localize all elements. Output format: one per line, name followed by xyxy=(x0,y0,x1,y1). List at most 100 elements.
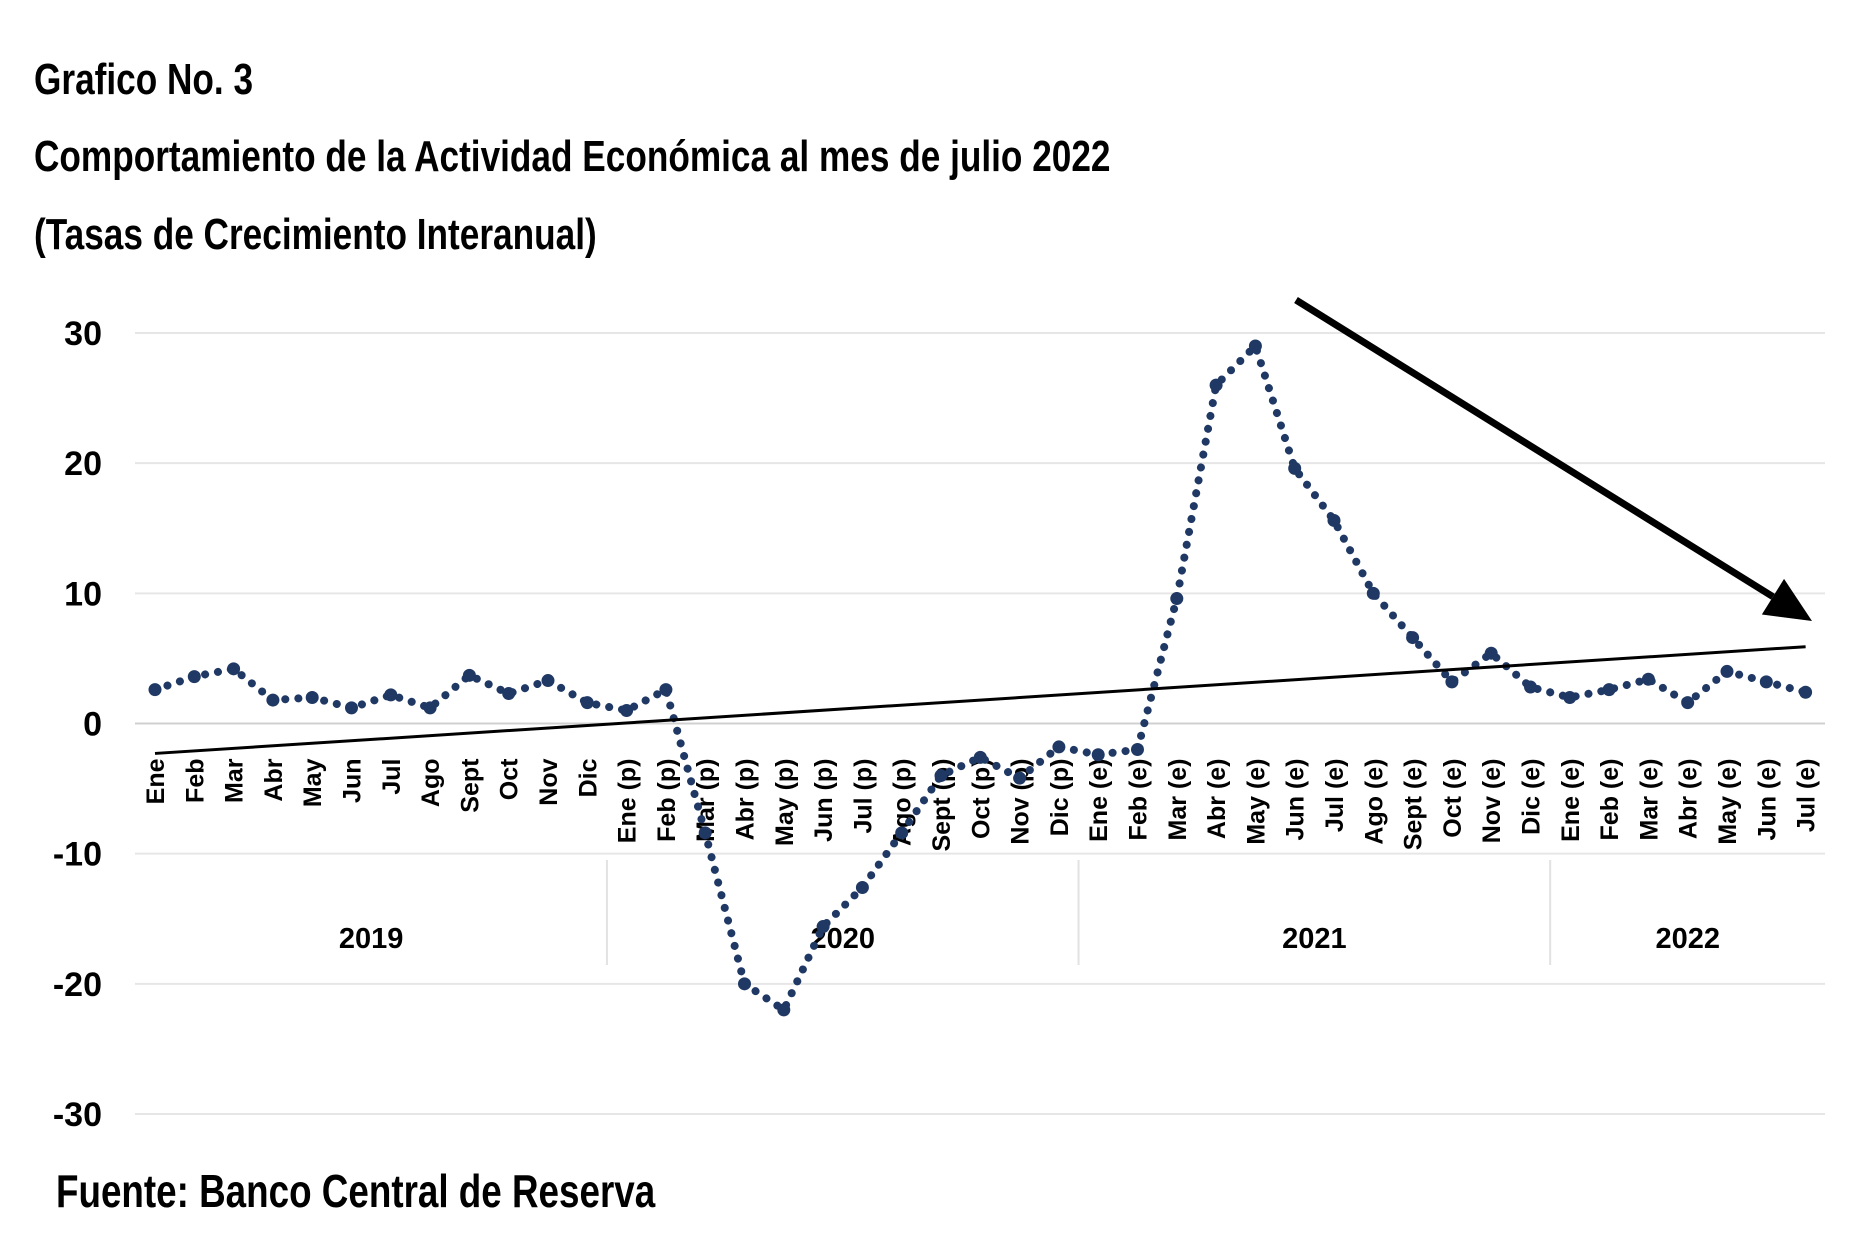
x-tick-label: Abr (e) xyxy=(1675,759,1703,840)
annotations xyxy=(1294,297,1812,621)
x-tick-label: Jun (e) xyxy=(1753,759,1781,841)
x-tick-label: Feb (e) xyxy=(1596,759,1624,841)
data-point xyxy=(384,688,398,702)
data-point xyxy=(1091,748,1105,762)
data-point xyxy=(1052,740,1066,754)
x-tick-label: Feb (e) xyxy=(1125,759,1153,841)
trend-line xyxy=(154,645,1806,755)
x-tick-label: Ene (p) xyxy=(614,759,642,844)
x-tick-label: May (e) xyxy=(1714,759,1742,845)
year-label: 2022 xyxy=(1655,923,1720,955)
x-tick-label: Ene (e) xyxy=(1085,759,1113,842)
chart-title-line-1: Grafico No. 3 xyxy=(34,55,254,104)
x-tick-label: Sept (e) xyxy=(1400,759,1428,851)
y-tick-label: -10 xyxy=(53,836,102,874)
year-label: 2019 xyxy=(339,923,404,955)
data-point xyxy=(1720,664,1734,678)
chart-subtitle: (Tasas de Crecimiento Interanual) xyxy=(34,210,597,259)
y-tick-label: 30 xyxy=(64,315,102,353)
data-point xyxy=(1327,513,1341,527)
data-point xyxy=(1288,461,1302,475)
data-point xyxy=(1799,685,1813,699)
data-point xyxy=(1406,631,1420,645)
x-tick-label: Mar (e) xyxy=(1164,759,1192,841)
y-tick-label: 0 xyxy=(83,706,102,744)
x-tick-label: Abr xyxy=(260,758,288,801)
x-tick-label: Sept xyxy=(456,758,484,813)
data-point xyxy=(187,670,201,684)
x-tick-label: Jun xyxy=(339,759,367,803)
x-tick-label: Nov (e) xyxy=(1478,759,1506,844)
data-point xyxy=(1524,680,1537,694)
data-point xyxy=(148,683,162,697)
y-tick-label: 10 xyxy=(64,575,102,613)
data-point xyxy=(1366,586,1380,600)
data-point xyxy=(973,750,987,764)
x-tick-label: Dic (p) xyxy=(1046,759,1074,837)
x-tick-label: Jun (p) xyxy=(810,759,838,842)
x-tick-label: May (e) xyxy=(1242,759,1270,845)
x-tick-label: Nov xyxy=(535,758,563,805)
x-tick-label: May (p) xyxy=(771,759,799,847)
data-point xyxy=(1484,646,1498,660)
x-tick-label: Dic (e) xyxy=(1518,759,1546,835)
year-groups: 2019 2020 2021 2022 xyxy=(339,860,1720,965)
data-point xyxy=(1563,690,1577,704)
chart-title: Comportamiento de la Actividad Económica… xyxy=(34,132,1111,181)
arrow-shaft xyxy=(1294,297,1775,600)
x-tick-label: Ago xyxy=(417,759,445,808)
data-point xyxy=(266,693,280,707)
growth-rate-line xyxy=(151,342,1810,1014)
data-point xyxy=(1013,771,1027,785)
data-point xyxy=(620,703,634,717)
x-tick-label: Dic xyxy=(574,758,602,797)
x-tick-label: Jul xyxy=(378,759,406,795)
x-tick-label: Abr (e) xyxy=(1203,759,1231,840)
x-tick-label: Ago (e) xyxy=(1360,759,1388,845)
data-point xyxy=(305,690,319,704)
x-tick-label: Mar xyxy=(221,758,249,803)
data-point xyxy=(462,668,476,682)
series-layer xyxy=(148,339,1813,1017)
data-point xyxy=(777,1003,791,1017)
x-tick-label: Jul (p) xyxy=(849,759,877,834)
x-tick-label: Ene xyxy=(142,758,170,804)
x-tick-label: Oct (p) xyxy=(967,759,995,840)
data-point xyxy=(934,769,948,783)
y-tick-label: 20 xyxy=(64,445,102,483)
data-point xyxy=(1445,675,1459,689)
data-point xyxy=(855,881,869,895)
data-point xyxy=(541,674,555,688)
data-point xyxy=(227,662,241,676)
grid-lines xyxy=(135,332,1825,1115)
data-point xyxy=(345,701,358,715)
x-tick-label: Oct xyxy=(496,758,524,800)
x-tick-label: Jul (e) xyxy=(1321,759,1349,833)
data-point xyxy=(423,701,437,715)
x-tick-label: Feb (p) xyxy=(653,759,681,842)
data-point xyxy=(580,696,594,710)
x-tick-label: Jul (e) xyxy=(1793,759,1821,833)
data-point xyxy=(895,826,909,840)
data-point xyxy=(816,920,830,934)
x-tick-label: Jun (e) xyxy=(1282,759,1310,841)
data-point xyxy=(1131,743,1144,757)
x-tick-label: May xyxy=(299,758,327,807)
x-tick-label: Oct (e) xyxy=(1439,759,1467,838)
data-point xyxy=(1759,675,1773,689)
data-point xyxy=(1248,339,1262,353)
x-tick-label: Abr (p) xyxy=(732,759,760,841)
year-label: 2021 xyxy=(1282,923,1347,955)
data-point xyxy=(1602,683,1616,697)
x-tick-label: Mar (e) xyxy=(1635,759,1663,841)
y-tick-label: -30 xyxy=(53,1096,102,1134)
x-tick-label: Ene (e) xyxy=(1557,759,1585,842)
data-point xyxy=(502,687,516,701)
source-note: Fuente: Banco Central de Reserva xyxy=(56,1165,656,1217)
x-tick-label: Feb xyxy=(181,759,209,803)
x-axis: Ene Feb Mar Abr May Jun Jul Ago Sept Oct Nov Dic Ene… xyxy=(142,758,1821,852)
arrow-head xyxy=(1761,578,1812,621)
y-tick-label: -20 xyxy=(53,966,102,1004)
data-point xyxy=(698,826,712,840)
